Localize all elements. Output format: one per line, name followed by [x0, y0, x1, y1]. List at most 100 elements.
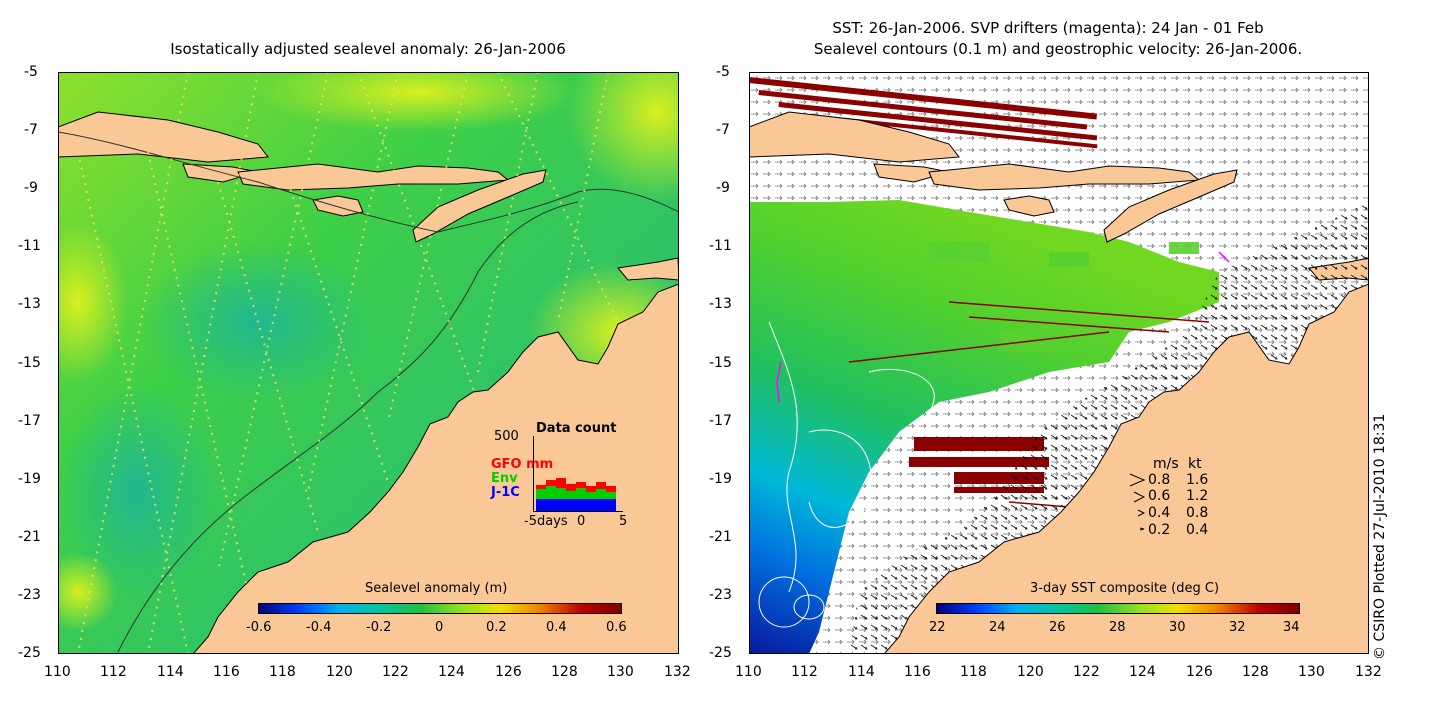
right-colorbar-tick: 32	[1229, 620, 1246, 635]
speed-legend: m/s kt 0.8 1.6 0.6 1.2 0.4 0.8 0.2 0.4	[1126, 454, 1236, 544]
left-map	[58, 72, 679, 654]
left-x-tick: 114	[157, 664, 184, 680]
svp-drifters	[776, 251, 1230, 403]
left-x-tick: 130	[607, 664, 634, 680]
left-colorbar-tick: 0.6	[606, 620, 627, 635]
left-x-tick: 124	[438, 664, 465, 680]
right-colorbar-tick: 24	[989, 620, 1006, 635]
right-x-tick: 124	[1129, 664, 1156, 680]
left-y-tick: -25	[18, 645, 41, 661]
left-y-tick: -7	[24, 122, 38, 138]
left-x-tick: 126	[495, 664, 522, 680]
speed-legend-kt: 1.2	[1186, 488, 1209, 504]
data-count-title: Data count	[536, 421, 617, 436]
left-y-tick: -13	[18, 296, 41, 312]
sumba-island	[1003, 195, 1055, 217]
right-x-tick: 128	[1242, 664, 1269, 680]
right-y-tick: -15	[709, 355, 732, 371]
right-x-tick: 118	[960, 664, 987, 680]
left-y-tick: -9	[24, 180, 38, 196]
speed-legend-ms: 0.6	[1148, 488, 1171, 504]
right-y-tick: -13	[709, 296, 732, 312]
speed-legend-kt: 0.4	[1186, 522, 1209, 538]
data-count-legend-env: Env	[491, 471, 518, 486]
right-colorbar	[936, 603, 1300, 614]
left-x-tick: 120	[326, 664, 353, 680]
data-count-xtick: 5	[619, 514, 628, 529]
right-colorbar-tick: 22	[929, 620, 946, 635]
right-y-tick: -23	[709, 587, 732, 603]
left-y-tick: -19	[18, 471, 41, 487]
left-y-tick: -23	[18, 587, 41, 603]
left-panel-title: Isostatically adjusted sealevel anomaly:…	[170, 40, 566, 58]
right-y-tick: -19	[709, 471, 732, 487]
timor-island	[412, 169, 547, 243]
data-count-xtick: -5days	[524, 514, 568, 529]
data-count-chart	[533, 436, 623, 512]
right-colorbar-title: 3-day SST composite (deg C)	[1030, 581, 1220, 596]
left-y-tick: -21	[18, 529, 41, 545]
speed-legend-ms: 0.8	[1148, 472, 1171, 488]
right-y-tick: -7	[716, 122, 730, 138]
right-y-tick: -17	[709, 413, 732, 429]
java-island	[58, 111, 269, 163]
right-map	[749, 72, 1369, 654]
right-colorbar-tick: 26	[1049, 620, 1066, 635]
left-colorbar-tick: 0.2	[486, 620, 507, 635]
tanimbar-island	[617, 257, 679, 281]
right-x-tick: 110	[735, 664, 762, 680]
left-x-tick: 128	[551, 664, 578, 680]
left-x-tick: 122	[382, 664, 409, 680]
right-colorbar-tick: 30	[1169, 620, 1186, 635]
left-colorbar	[258, 603, 622, 614]
left-colorbar-tick: 0.4	[546, 620, 567, 635]
right-colorbar-tick: 34	[1283, 620, 1300, 635]
data-count-legend-j1c: J-1C	[491, 485, 520, 500]
left-x-tick: 132	[664, 664, 691, 680]
left-y-tick: -17	[18, 413, 41, 429]
right-x-tick: 126	[1186, 664, 1213, 680]
java-island	[749, 111, 960, 163]
altimeter-tracks	[77, 72, 619, 654]
sealevel-contours	[758, 321, 935, 628]
speed-legend-kt: 0.8	[1186, 505, 1209, 521]
cloud-gap-streaks	[749, 77, 1098, 493]
left-y-tick: -11	[18, 238, 41, 254]
data-count-legend-gfo: GFO mm	[491, 457, 554, 472]
right-x-tick: 120	[1017, 664, 1044, 680]
left-colorbar-title: Sealevel anomaly (m)	[365, 581, 508, 596]
left-x-tick: 118	[269, 664, 296, 680]
left-y-tick: -15	[18, 355, 41, 371]
speed-legend-kt: 1.6	[1186, 472, 1209, 488]
right-x-tick: 122	[1073, 664, 1100, 680]
right-x-tick: 132	[1355, 664, 1382, 680]
speed-arrow-icon	[1133, 491, 1146, 503]
speed-arrow-icon	[1139, 527, 1145, 531]
right-x-tick: 112	[791, 664, 818, 680]
speed-legend-ms: 0.2	[1148, 522, 1171, 538]
speed-arrow-icon	[1129, 473, 1146, 487]
left-colorbar-tick: -0.2	[366, 620, 392, 635]
left-x-tick: 110	[44, 664, 71, 680]
right-colorbar-tick: 28	[1109, 620, 1126, 635]
right-x-tick: 116	[904, 664, 931, 680]
right-y-tick: -5	[716, 64, 730, 80]
right-x-tick: 114	[848, 664, 875, 680]
data-count-xtick: 0	[577, 514, 586, 529]
data-count-ymax: 500	[494, 429, 519, 444]
speed-legend-header-kt: kt	[1188, 456, 1202, 472]
plot-credit: © CSIRO Plotted 27-Jul-2010 18:31	[1372, 413, 1388, 660]
right-y-tick: -21	[709, 529, 732, 545]
right-panel-title-line1: SST: 26-Jan-2006. SVP drifters (magenta)…	[832, 19, 1264, 37]
left-colorbar-tick: -0.6	[246, 620, 272, 635]
left-colorbar-tick: -0.4	[306, 620, 332, 635]
timor-island	[1103, 169, 1238, 243]
australia-landmass	[192, 283, 679, 654]
right-x-tick: 130	[1298, 664, 1325, 680]
speed-arrow-icon	[1137, 509, 1146, 517]
speed-legend-header-ms: m/s	[1153, 456, 1179, 472]
left-colorbar-tick: 0	[435, 620, 444, 635]
data-count-bars	[536, 478, 616, 511]
right-y-tick: -11	[709, 238, 732, 254]
left-x-tick: 116	[213, 664, 240, 680]
